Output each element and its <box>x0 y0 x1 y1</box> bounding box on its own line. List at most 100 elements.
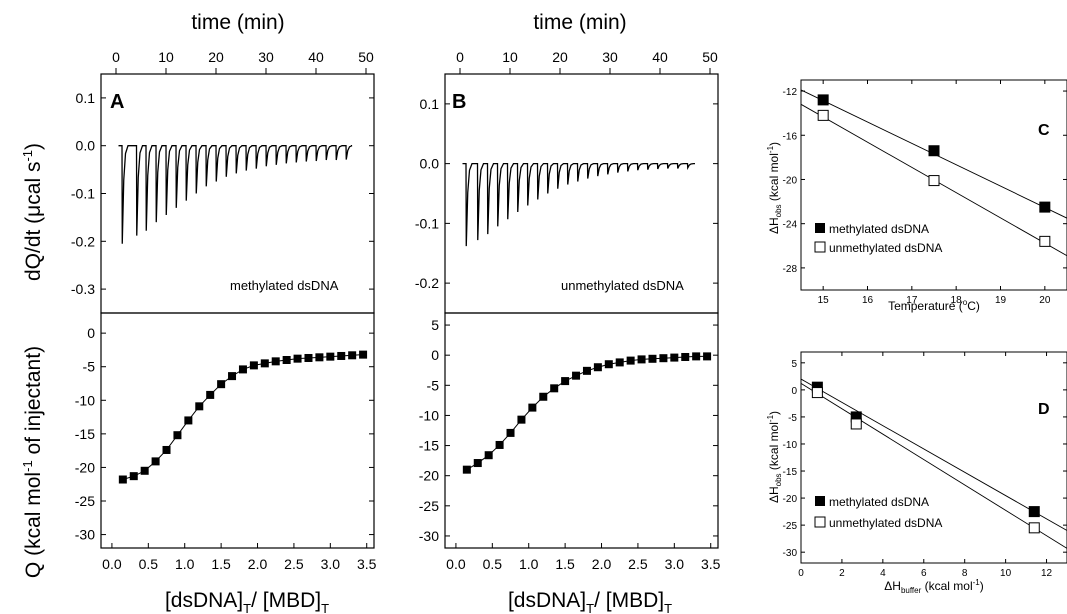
lower-x-axis-a: 0.0 0.5 1.0 1.5 2.0 2.5 3.0 3.5 <box>102 543 377 572</box>
data-point <box>315 353 324 362</box>
x-tick-label: 18 <box>951 295 963 306</box>
data-point <box>572 371 581 380</box>
panel-b: time (min) 0 10 20 30 40 50 0.10.0-0.1-0.2 50… <box>415 11 721 614</box>
x-tick-label: 16 <box>862 295 874 306</box>
y-tick-label: -0.2 <box>415 275 439 291</box>
y-tick-label: -20 <box>75 459 95 475</box>
x-label-a: [dsDNA]T/ [MBD]T <box>165 589 329 614</box>
lower-frame-b <box>444 312 719 549</box>
panel-letter-a: A <box>110 91 124 113</box>
frame-c <box>800 79 1067 291</box>
point-methylated <box>1039 201 1051 213</box>
top-tick-label: 50 <box>702 49 718 65</box>
data-point <box>140 466 149 475</box>
points-c <box>817 94 1051 247</box>
data-point <box>484 451 493 460</box>
data-point <box>238 365 247 374</box>
data-point <box>593 363 602 372</box>
data-point <box>582 366 591 375</box>
annotation-a: methylated dsDNA <box>230 278 339 293</box>
y-tick-label: -5 <box>788 413 797 424</box>
axes-d: 0 2 4 6 8 10 12 5 0 -5 -10 -15 -20 -25 -30 <box>783 352 1067 579</box>
x-tick-label: 12 <box>1041 568 1053 579</box>
y-tick-label: -25 <box>783 521 798 532</box>
x-tick-label: 0.0 <box>102 556 122 572</box>
point-unmethylated <box>817 109 829 121</box>
top-tick-label: 0 <box>112 49 120 65</box>
binding-points-a <box>118 350 368 484</box>
data-point <box>173 431 182 440</box>
legend-marker-methylated-c <box>815 223 825 233</box>
y-tick-label: -24 <box>783 220 798 231</box>
x-tick-label: 0.5 <box>483 556 503 572</box>
point-methylated <box>928 145 940 157</box>
top-axis-title-b: time (min) <box>533 11 626 34</box>
y-tick-label: -30 <box>75 527 95 543</box>
fit-lines-d <box>800 378 1067 549</box>
legend-text-methylated-d: methylated dsDNA <box>829 495 929 509</box>
upper-y-axis-b: 0.1 0.0 -0.1 -0.2 <box>415 96 718 291</box>
y-tick-label: 0.0 <box>76 138 96 154</box>
x-tick-label: 6 <box>921 568 927 579</box>
x-tick-label: 2.0 <box>248 556 268 572</box>
y-tick-label: -0.1 <box>71 186 95 202</box>
lower-y-axis-b: 5 0 -5 -10 -15 -20 -25 -30 <box>419 317 718 544</box>
y-tick-label: 0.1 <box>420 96 440 112</box>
data-point <box>681 352 690 361</box>
y-tick-label: -20 <box>419 468 439 484</box>
data-point <box>195 402 204 411</box>
points-d <box>811 381 1040 534</box>
data-point <box>670 353 679 362</box>
y-tick-label: -10 <box>75 392 95 408</box>
data-point <box>615 358 624 367</box>
y-tick-label: -25 <box>75 493 95 509</box>
point-methylated <box>817 94 829 106</box>
legend-text-unmethylated-c: unmethylated dsDNA <box>829 241 942 255</box>
data-point <box>539 392 548 401</box>
y-tick-label: -10 <box>783 440 798 451</box>
x-tick-label: 8 <box>962 568 968 579</box>
y-label-c: ΔHobs (kcal mol-1) <box>766 142 783 234</box>
x-tick-label: 10 <box>1000 568 1012 579</box>
y-tick-label: 0 <box>791 386 797 397</box>
y-tick-label: -0.2 <box>71 233 95 249</box>
y-tick-label: -28 <box>783 264 798 275</box>
panel-letter-d: D <box>1038 401 1050 418</box>
data-point <box>326 352 335 361</box>
x-tick-label: 15 <box>818 295 830 306</box>
data-point <box>184 416 193 425</box>
legend-marker-methylated-d <box>815 496 825 506</box>
x-tick-label: 2 <box>839 568 845 579</box>
data-point <box>692 352 701 361</box>
y-tick-label: -30 <box>419 528 439 544</box>
x-tick-label: 3.5 <box>701 556 721 572</box>
y-tick-label: -20 <box>783 494 798 505</box>
x-label-d: ΔHbuffer (kcal mol-1) <box>884 578 983 595</box>
point-unmethylated <box>1039 235 1051 247</box>
x-tick-label: 17 <box>906 295 918 306</box>
x-tick-label: 2.0 <box>592 556 612 572</box>
x-tick-label: 2.5 <box>284 556 304 572</box>
data-point <box>648 354 657 363</box>
data-point <box>561 377 570 386</box>
fit-line <box>800 378 1067 531</box>
data-point <box>118 475 127 484</box>
top-tick-label: 0 <box>456 49 464 65</box>
data-point <box>162 445 171 454</box>
data-point <box>506 428 515 437</box>
data-point <box>228 372 237 381</box>
top-tick-label: 20 <box>552 49 568 65</box>
data-point <box>626 356 635 365</box>
lower-x-axis-b: 0.0 0.5 1.0 1.5 2.0 2.5 3.0 3.5 <box>446 543 721 572</box>
y-tick-label: -15 <box>783 467 798 478</box>
data-point <box>249 361 258 370</box>
data-point <box>206 390 215 399</box>
y-tick-label: -10 <box>419 407 439 423</box>
data-point <box>462 465 471 474</box>
top-tick-label: 30 <box>258 49 274 65</box>
x-tick-label: 0.0 <box>446 556 466 572</box>
x-tick-label: 1.0 <box>519 556 539 572</box>
y-tick-label: -12 <box>783 87 798 98</box>
frame-d <box>800 351 1067 564</box>
y-tick-label: -0.1 <box>415 215 439 231</box>
